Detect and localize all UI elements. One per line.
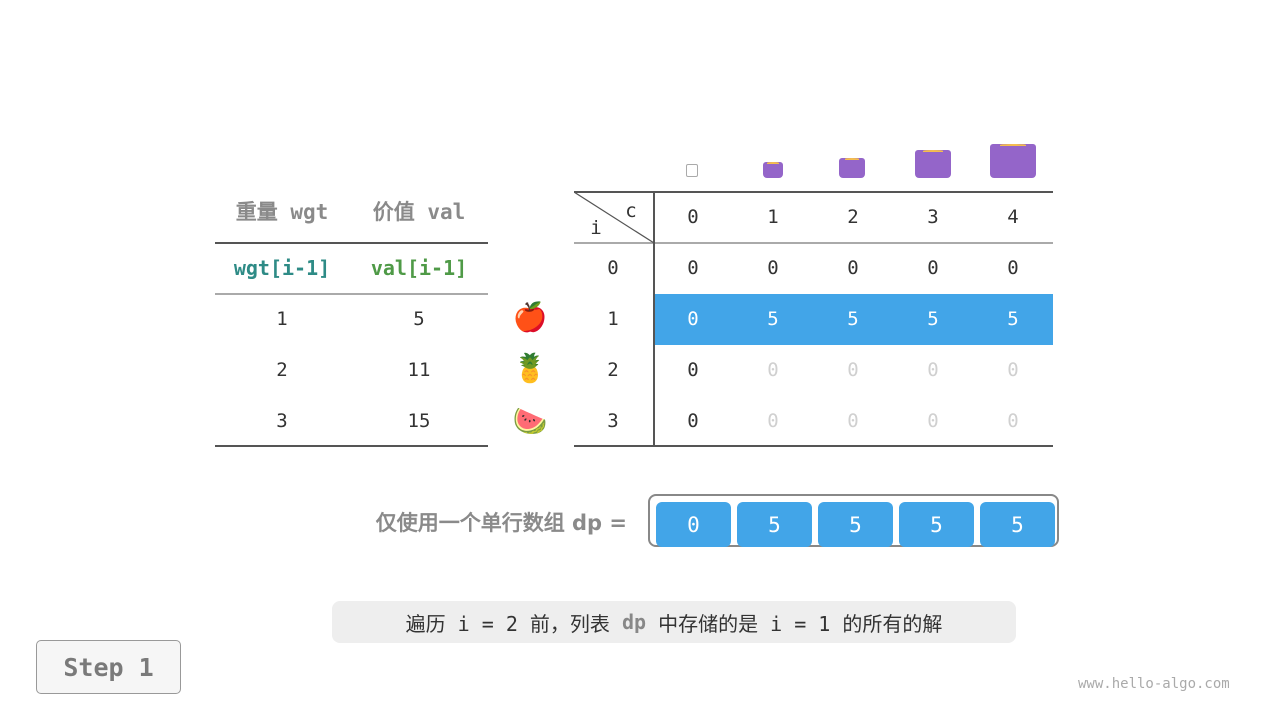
dp-array-cell: 5	[899, 502, 974, 547]
divider	[653, 192, 655, 446]
dp-cell: 0	[687, 410, 699, 432]
dp-cell: 0	[767, 257, 779, 279]
dp-cell: 5	[767, 308, 779, 330]
row-header: 0	[607, 257, 619, 279]
divider	[215, 293, 488, 295]
weight-cell: 2	[276, 359, 288, 381]
dp-cell: 0	[1007, 410, 1019, 432]
value-cell: 15	[407, 410, 431, 432]
dp-cell: 0	[847, 410, 859, 432]
dp-cell: 0	[1007, 257, 1019, 279]
corner-diagonal	[574, 192, 654, 244]
row-header: 2	[607, 359, 619, 381]
divider	[215, 445, 488, 447]
bag-icon-capacity-0	[686, 164, 698, 177]
col-header: 4	[1007, 206, 1019, 228]
header-value: 价值 val	[372, 200, 466, 224]
dp-cell: 0	[847, 257, 859, 279]
col-header: 3	[927, 206, 939, 228]
value-cell: 5	[413, 308, 425, 330]
dp-cell: 5	[1007, 308, 1019, 330]
watermark: www.hello-algo.com	[1078, 676, 1230, 692]
dp-cell: 0	[767, 359, 779, 381]
dp-cell: 0	[927, 359, 939, 381]
subheader-weight: wgt[i-1]	[233, 256, 331, 280]
bag-icon-capacity-3	[915, 150, 951, 178]
dp-array-cell: 0	[656, 502, 731, 547]
value-cell: 11	[407, 359, 431, 381]
bag-icon-capacity-1	[763, 162, 783, 178]
dp-cell: 0	[687, 359, 699, 381]
weight-cell: 3	[276, 410, 288, 432]
caption: 遍历 i = 2 前，列表 dp 中存储的是 i = 1 的所有的解	[332, 601, 1016, 643]
dp-cell: 0	[847, 359, 859, 381]
header-weight: 重量 wgt	[235, 200, 329, 224]
dp-array-label: 仅使用一个单行数组 dp =	[375, 511, 627, 535]
divider	[574, 191, 1053, 193]
highlight-row	[654, 294, 1053, 345]
col-header: 0	[687, 206, 699, 228]
bag-icon-capacity-2	[839, 158, 865, 178]
dp-array-cell: 5	[818, 502, 893, 547]
watermelon-icon: 🍉	[512, 404, 548, 438]
subheader-value: val[i-1]	[370, 256, 468, 280]
bag-icon-capacity-4	[990, 144, 1036, 178]
dp-cell: 5	[847, 308, 859, 330]
corner-item-label: i	[590, 217, 602, 239]
apple-icon: 🍎	[512, 300, 548, 334]
corner-capacity-label: c	[625, 200, 637, 222]
dp-array-cell: 5	[980, 502, 1055, 547]
divider	[215, 242, 488, 244]
divider	[574, 445, 1053, 447]
caption-dp: dp	[621, 610, 647, 634]
dp-cell: 0	[687, 308, 699, 330]
pineapple-icon: 🍍	[512, 351, 548, 385]
dp-cell: 0	[687, 257, 699, 279]
divider	[574, 242, 1053, 244]
dp-cell: 0	[1007, 359, 1019, 381]
weight-cell: 1	[276, 308, 288, 330]
row-header: 1	[607, 308, 619, 330]
step-button[interactable]: Step 1	[36, 640, 181, 694]
dp-array-cell: 5	[737, 502, 812, 547]
dp-cell: 0	[767, 410, 779, 432]
row-header: 3	[607, 410, 619, 432]
dp-cell: 0	[927, 257, 939, 279]
caption-post: 中存储的是 i = 1 的所有的解	[646, 611, 943, 636]
caption-pre: 遍历 i = 2 前，列表	[405, 611, 622, 636]
col-header: 2	[847, 206, 859, 228]
col-header: 1	[767, 206, 779, 228]
dp-cell: 5	[927, 308, 939, 330]
dp-cell: 0	[927, 410, 939, 432]
